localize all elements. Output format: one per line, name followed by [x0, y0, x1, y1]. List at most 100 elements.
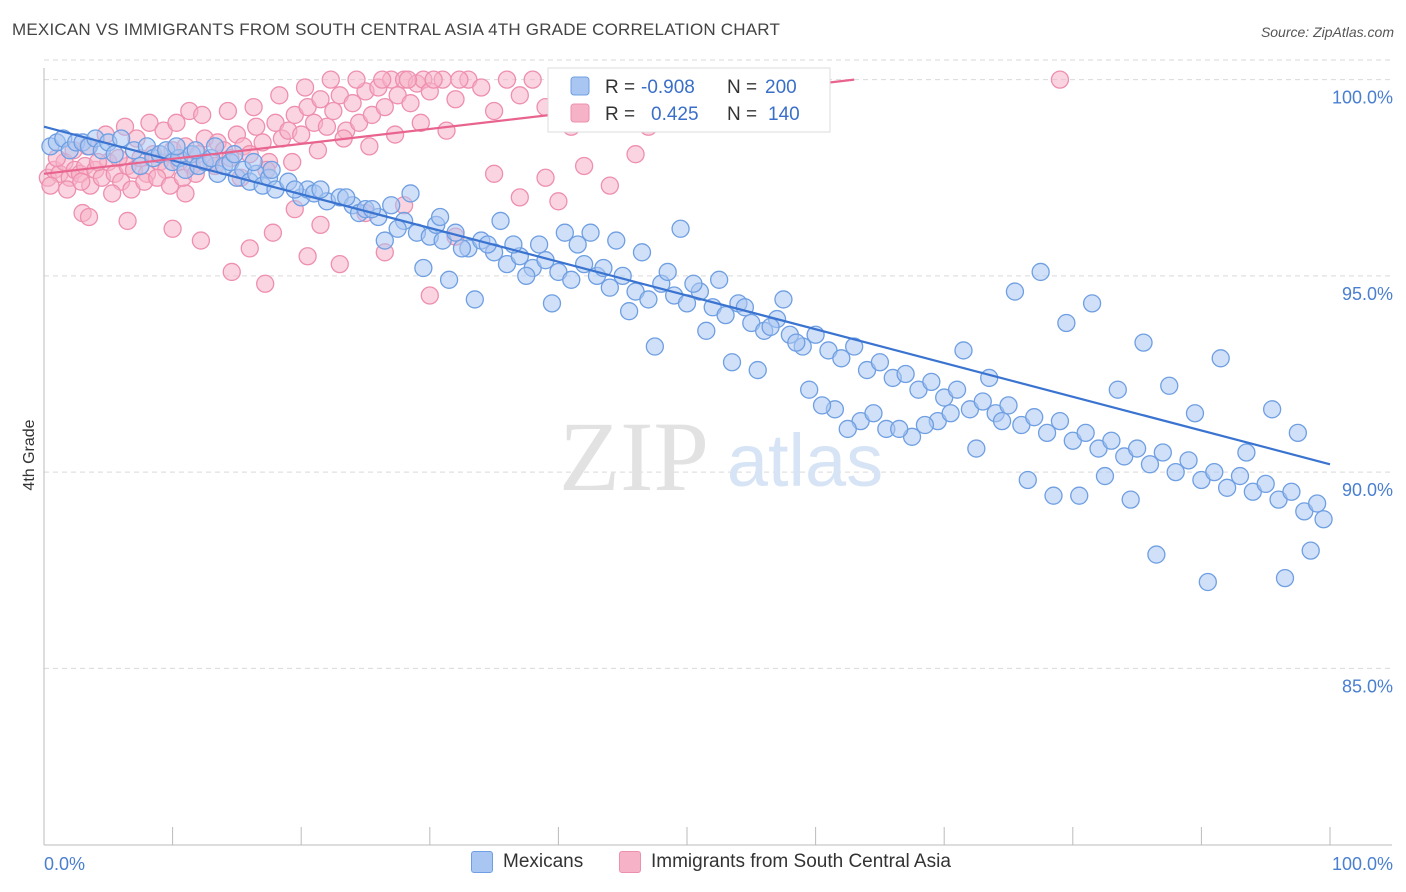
- data-point: [1307, 494, 1327, 513]
- data-point: [262, 160, 281, 180]
- data-point: [761, 317, 780, 337]
- legend-r-label-pink: R =: [605, 104, 635, 125]
- data-point: [555, 223, 574, 242]
- data-point: [671, 219, 690, 238]
- data-point: [510, 86, 529, 105]
- data-point: [450, 70, 469, 89]
- data-point: [684, 274, 703, 293]
- data-point: [1256, 474, 1275, 494]
- bottom-legend: Mexicans Immigrants from South Central A…: [0, 851, 1406, 879]
- data-point: [864, 404, 883, 423]
- data-point: [1005, 282, 1025, 301]
- legend-swatch-blue: [570, 76, 590, 96]
- legend-n-value-pink: 140: [768, 104, 800, 125]
- data-point: [218, 101, 238, 121]
- data-point: [103, 184, 122, 203]
- data-point: [311, 90, 330, 109]
- data-point: [186, 141, 205, 160]
- tick-labels: 100.0% 95.0% 90.0% 85.0% 0.0% 100.0%: [44, 88, 1393, 874]
- data-point: [1237, 443, 1256, 462]
- data-point: [1050, 70, 1070, 89]
- data-point: [452, 239, 472, 258]
- watermark-atlas: atlas: [727, 419, 883, 502]
- data-point: [1314, 510, 1333, 529]
- data-point: [954, 341, 973, 360]
- bottom-legend-label-immigrants: Immigrants from South Central Asia: [651, 851, 951, 872]
- data-point: [256, 274, 275, 293]
- legend-r-label-blue: R =: [605, 77, 635, 98]
- data-point: [967, 439, 986, 458]
- data-point: [167, 113, 186, 132]
- data-point: [536, 168, 555, 187]
- data-point: [523, 70, 542, 89]
- data-point: [253, 133, 272, 152]
- legend-r-value-blue: -0.908: [641, 77, 695, 98]
- data-point: [398, 70, 418, 89]
- data-point: [163, 219, 182, 238]
- data-point: [1205, 462, 1224, 482]
- data-point: [240, 239, 259, 258]
- data-point: [414, 258, 433, 278]
- data-point: [298, 247, 317, 266]
- data-point: [562, 270, 581, 289]
- legend-n-value-blue: 200: [765, 77, 797, 98]
- data-point: [263, 223, 283, 242]
- data-point: [167, 137, 186, 156]
- data-point: [1185, 404, 1205, 423]
- data-point: [1095, 466, 1115, 486]
- x-tick-label: 100.0%: [1332, 854, 1393, 874]
- data-point: [574, 156, 594, 176]
- data-point: [424, 70, 443, 89]
- data-point: [411, 113, 430, 132]
- data-point: [375, 97, 394, 117]
- data-point: [613, 266, 632, 286]
- data-point: [1044, 486, 1063, 505]
- data-point: [1025, 408, 1044, 427]
- data-point: [270, 86, 289, 105]
- data-point: [1147, 545, 1166, 564]
- data-point: [373, 70, 392, 89]
- legend-box: R = -0.908 N = 200 R = 0.425 N = 140: [547, 67, 831, 133]
- data-point: [568, 235, 587, 254]
- data-point: [941, 404, 960, 423]
- data-point: [832, 349, 851, 368]
- data-point: [439, 270, 459, 289]
- data-point: [915, 415, 935, 435]
- data-point: [999, 396, 1018, 415]
- data-point: [774, 290, 793, 309]
- data-point: [347, 70, 366, 89]
- chart-source: Source: ZipAtlas.com: [1260, 24, 1394, 40]
- data-point: [1153, 443, 1172, 462]
- bottom-legend-label-mexicans: Mexicans: [503, 851, 584, 872]
- data-point: [980, 368, 999, 388]
- data-point: [1121, 490, 1140, 509]
- data-point: [517, 266, 536, 286]
- data-point: [1179, 451, 1198, 470]
- data-point: [1037, 423, 1057, 443]
- data-point: [191, 231, 211, 250]
- data-point: [845, 337, 864, 356]
- data-point: [1230, 466, 1250, 486]
- data-point: [105, 145, 124, 164]
- legend-swatch-pink: [570, 103, 590, 123]
- data-point: [722, 353, 742, 372]
- data-point: [382, 196, 401, 215]
- data-point: [1140, 455, 1160, 474]
- data-point: [1018, 470, 1037, 490]
- data-point: [337, 188, 356, 207]
- data-point: [57, 180, 77, 199]
- data-point: [1082, 294, 1102, 313]
- data-point: [607, 231, 626, 250]
- data-point: [497, 70, 517, 89]
- data-point: [1108, 380, 1127, 399]
- data-point: [812, 396, 832, 415]
- data-point: [225, 145, 244, 164]
- data-point: [430, 207, 450, 227]
- data-point: [658, 262, 677, 282]
- data-point: [324, 101, 343, 121]
- bottom-legend-item-immigrants: Immigrants from South Central Asia: [619, 851, 951, 873]
- data-point: [1050, 411, 1070, 431]
- data-point: [375, 231, 394, 250]
- data-point: [41, 176, 60, 195]
- data-point: [639, 290, 658, 309]
